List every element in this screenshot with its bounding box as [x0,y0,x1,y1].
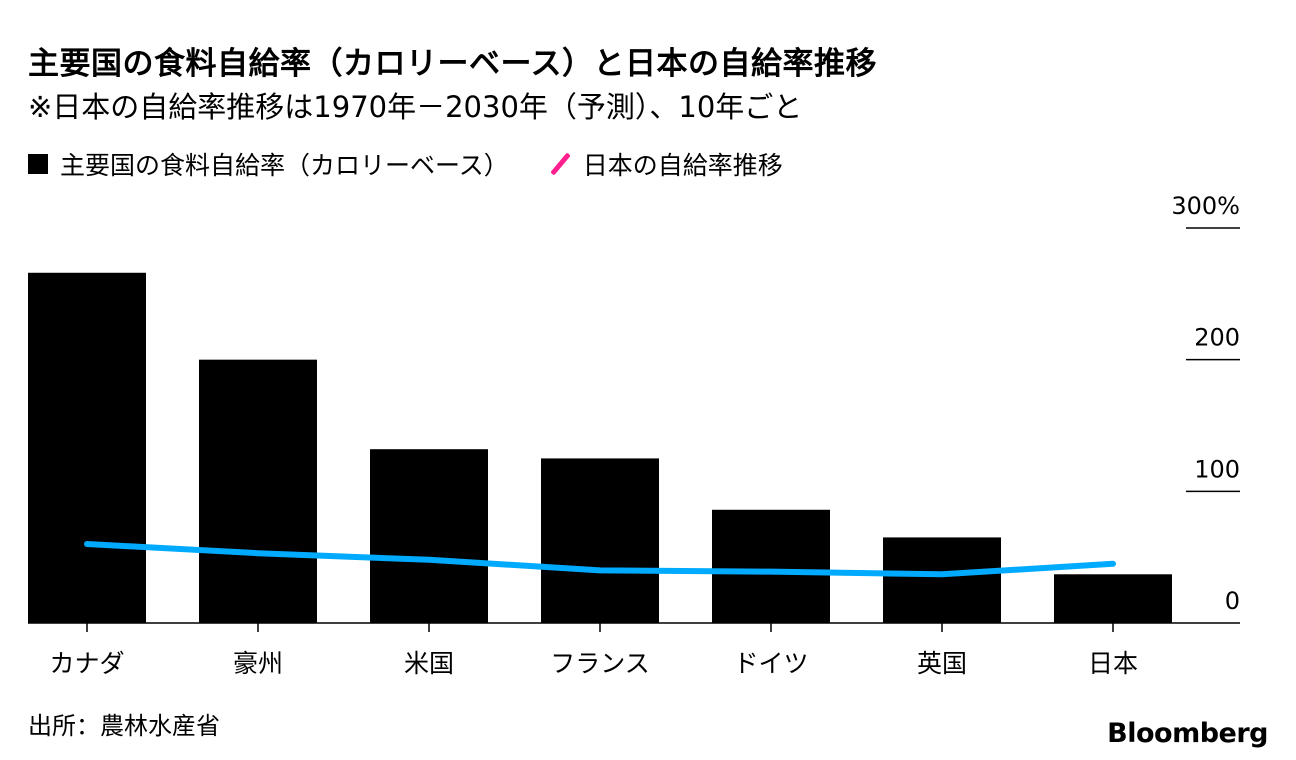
x-tick-label-6: 日本 [1088,649,1138,678]
x-tick-label-2: 米国 [404,649,454,678]
legend-label-bars: 主要国の食料自給率（カロリーベース） [60,151,509,180]
brand-logo: Bloomberg [1107,718,1268,749]
chart-subtitle: ※日本の自給率推移は1970年－2030年（予測）、10年ごと [28,90,803,124]
legend-bar-swatch [28,154,48,174]
bar-1 [199,359,317,623]
x-tick-label-1: 豪州 [233,649,283,678]
x-tick-label-0: カナダ [49,649,124,678]
y-tick-label-0: 0 [1225,587,1240,615]
chart-title: 主要国の食料自給率（カロリーベース）と日本の自給率推移 [28,46,877,82]
y-tick-label-300: 300% [1171,192,1240,220]
bar-5 [883,537,1001,623]
x-tick-label-4: ドイツ [733,649,808,678]
bar-6 [1054,574,1172,623]
legend-item-line: 日本の自給率推移 [549,146,783,182]
legend: 主要国の食料自給率（カロリーベース） 日本の自給率推移 [28,146,823,182]
legend-label-line: 日本の自給率推移 [582,151,783,180]
y-tick-label-100: 100 [1194,455,1240,483]
x-tick-label-3: フランス [550,649,650,678]
bar-0 [28,272,146,623]
legend-item-bars: 主要国の食料自給率（カロリーベース） [28,146,509,182]
bar-2 [370,449,488,623]
bar-4 [712,509,830,623]
source-note: 出所：農林水産省 [28,712,220,740]
x-tick-label-5: 英国 [917,649,967,678]
y-tick-label-200: 200 [1194,324,1240,352]
bar-3 [541,458,659,623]
